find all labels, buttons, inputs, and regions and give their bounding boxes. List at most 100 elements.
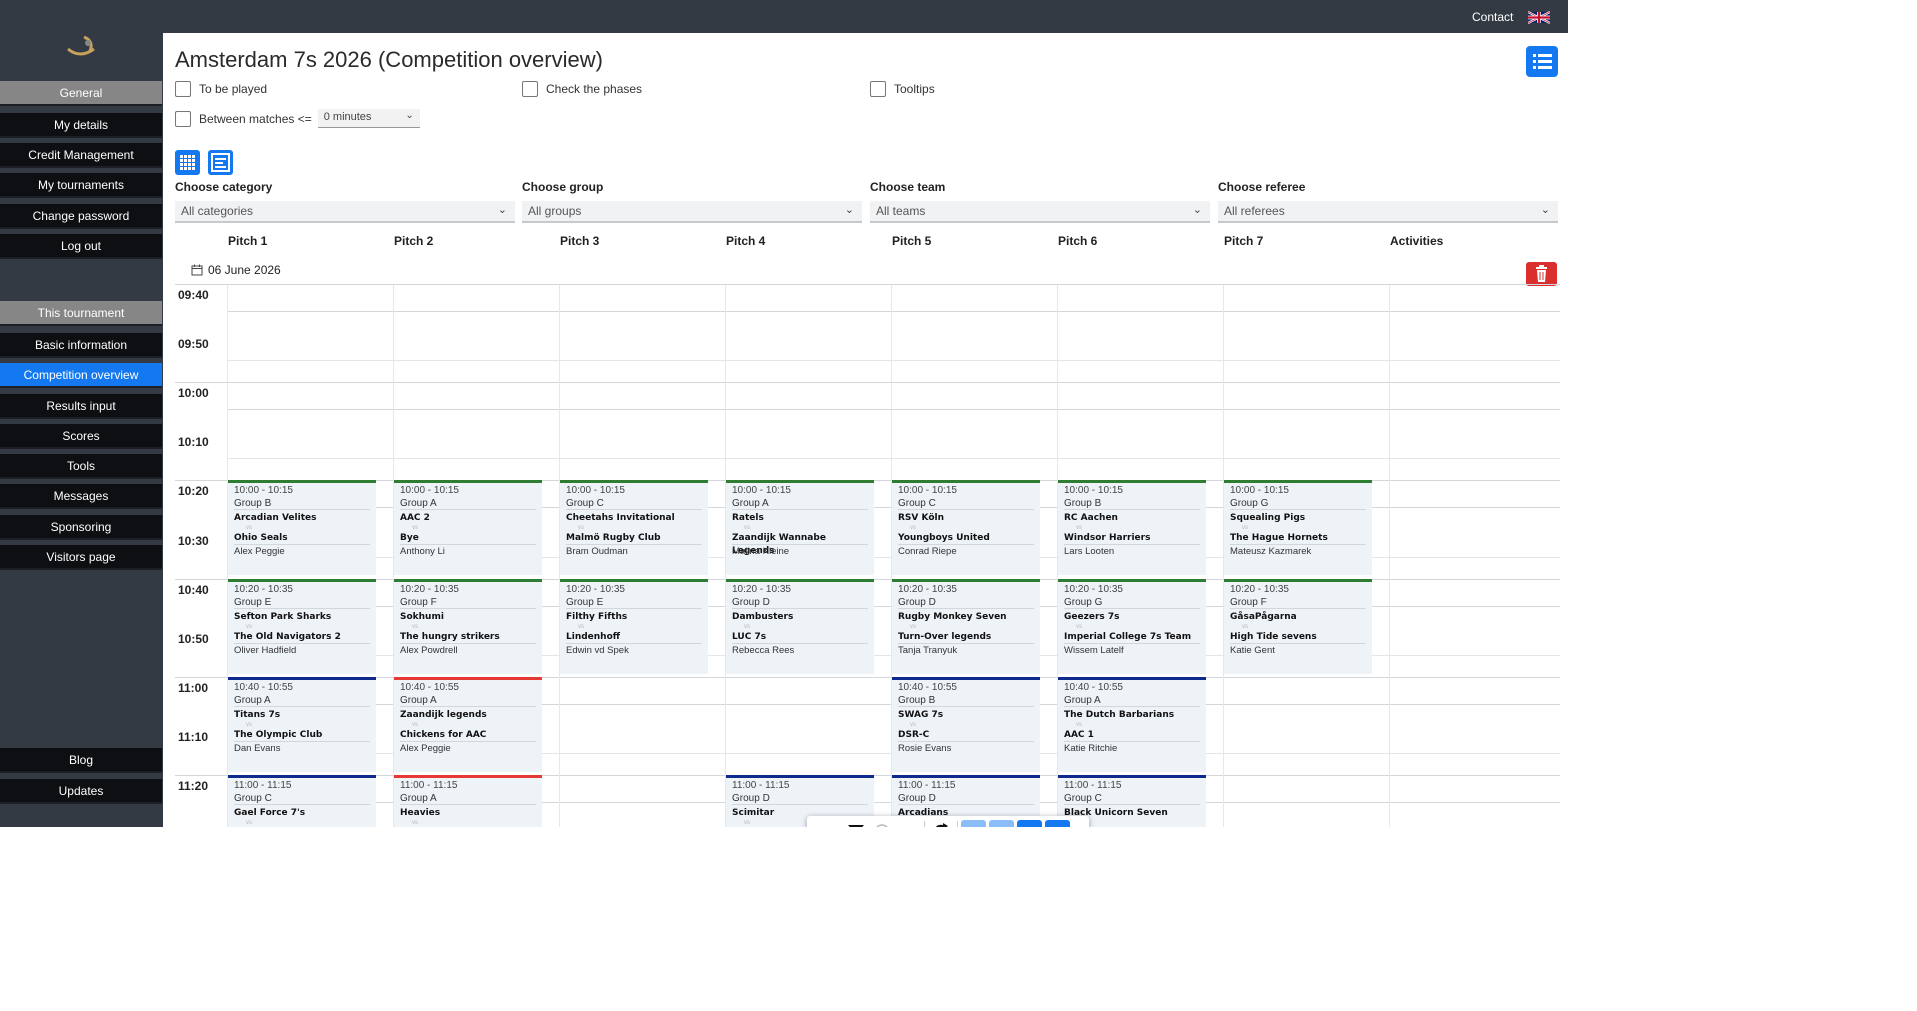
grid-column-line	[1057, 285, 1058, 827]
match-team-home: Cheetahs Invitational	[566, 513, 675, 524]
match-card[interactable]: 10:00 - 10:15 Group C Cheetahs Invitationa…	[560, 480, 708, 576]
match-referee: Bram Oudman	[566, 546, 628, 558]
match-card[interactable]: 10:20 - 10:35 Group D Rugby Monkey Seven vs…	[892, 578, 1040, 674]
uk-flag-icon[interactable]	[1528, 11, 1550, 24]
versus-label: vs	[1242, 623, 1248, 630]
match-card[interactable]: 10:40 - 10:55 Group A Titans 7s vs The Olymp…	[228, 676, 376, 772]
chevron-down-icon: ⌄	[405, 110, 414, 121]
match-card[interactable]: 10:40 - 10:55 Group A Zaandijk legends vs Ch…	[394, 676, 542, 772]
sidebar-item-visitors-page[interactable]: Visitors page	[0, 545, 162, 570]
match-card[interactable]: 10:00 - 10:15 Group C RSV Köln vs Youngboys …	[892, 480, 1040, 576]
match-card[interactable]: 10:00 - 10:15 Group A Ratels vs Zaandijk Wan…	[726, 480, 874, 576]
sidebar-item-credit-management[interactable]: Credit Management	[0, 143, 162, 168]
sidebar-item-basic-information[interactable]: Basic information	[0, 333, 162, 358]
timeline-view-button[interactable]	[208, 150, 233, 175]
match-time: 11:00 - 11:15	[234, 780, 292, 791]
delete-button[interactable]	[1526, 262, 1557, 286]
sidebar-item-blog[interactable]: Blog	[0, 748, 162, 773]
first-page-icon[interactable]	[961, 820, 986, 827]
match-card[interactable]: 10:40 - 10:55 Group B SWAG 7s vs DSR-C Rosie …	[892, 676, 1040, 772]
clock-icon[interactable]	[869, 820, 895, 827]
grid-line	[175, 676, 1560, 678]
contact-link[interactable]: Contact	[1472, 10, 1514, 24]
match-team-home: Zaandijk legends	[400, 709, 487, 720]
list-icon	[1533, 54, 1552, 69]
arrow-down-icon[interactable]	[895, 820, 921, 827]
check-phases-checkbox[interactable]	[522, 81, 538, 97]
next-icon[interactable]	[1017, 820, 1042, 827]
list-view-button[interactable]	[1526, 46, 1558, 77]
sidebar-item-updates[interactable]: Updates	[0, 779, 162, 804]
time-label: 11:10	[178, 729, 209, 744]
toolbar-divider	[957, 821, 958, 827]
match-group: Group A	[234, 694, 370, 707]
tooltips-checkbox[interactable]	[870, 81, 886, 97]
versus-label: vs	[744, 820, 750, 826]
match-card[interactable]: 10:20 - 10:35 Group E Sefton Park Sharks vs…	[228, 578, 376, 674]
match-team-home: Squealing Pigs	[1230, 513, 1306, 524]
filter-label: Choose category	[175, 180, 273, 194]
refresh-icon[interactable]	[928, 820, 954, 827]
sidebar-item-messages[interactable]: Messages	[0, 484, 162, 509]
match-team-home: Black Unicorn Seven	[1064, 808, 1168, 818]
between-minutes-value: 0 minutes	[323, 111, 372, 123]
match-time: 10:00 - 10:15	[400, 485, 459, 497]
match-card[interactable]: 10:20 - 10:35 Group F GåsaPågarna vs High Ti…	[1224, 578, 1372, 674]
previous-icon[interactable]	[989, 820, 1014, 827]
match-team-home: GåsaPågarna	[1230, 611, 1297, 622]
match-group: Group D	[898, 596, 1034, 609]
sidebar-item-my-details[interactable]: My details	[0, 113, 162, 138]
match-card[interactable]: 10:00 - 10:15 Group A AAC 2 vs Bye Anthony Li	[394, 480, 542, 576]
match-group: Group E	[234, 596, 370, 609]
match-group: Group C	[898, 497, 1034, 511]
filter-select[interactable]: All referees ⌄	[1218, 201, 1558, 223]
match-card[interactable]: 10:20 - 10:35 Group E Filthy Fifths vs Linde…	[560, 578, 708, 674]
to-be-played-checkbox[interactable]	[175, 81, 191, 97]
match-time: 10:40 - 10:55	[898, 681, 957, 693]
time-label: 11:00	[178, 680, 209, 695]
match-card[interactable]: 10:00 - 10:15 Group B RC Aachen vs Windsor H…	[1058, 480, 1206, 576]
sidebar-item-change-password[interactable]: Change password	[0, 204, 162, 229]
match-team-home: SWAG 7s	[898, 709, 944, 720]
arrow-up-icon[interactable]	[817, 820, 843, 827]
sidebar-header-general[interactable]: General	[0, 81, 162, 106]
filter-select[interactable]: All groups ⌄	[522, 201, 862, 223]
filter-label: Choose group	[522, 180, 604, 194]
sidebar-item-log-out[interactable]: Log out	[0, 234, 162, 259]
match-card[interactable]: 10:20 - 10:35 Group G Geezers 7s vs Imperial…	[1058, 578, 1206, 674]
sidebar-item-competition-overview[interactable]: Competition overview	[0, 363, 162, 388]
sidebar-item-my-tournaments[interactable]: My tournaments	[0, 173, 162, 198]
match-group: Group G	[1064, 596, 1200, 609]
filter-select[interactable]: All categories ⌄	[175, 201, 515, 223]
match-card[interactable]: 10:00 - 10:15 Group B Arcadian Velites vs Oh…	[228, 480, 376, 576]
sidebar-header-tournament[interactable]: This tournament	[0, 301, 162, 326]
pitch-header: Pitch 5	[892, 234, 932, 248]
grid-column-line	[559, 285, 560, 827]
last-page-icon[interactable]	[1045, 820, 1070, 827]
match-time: 10:40 - 10:55	[400, 681, 459, 693]
sidebar-item-scores[interactable]: Scores	[0, 424, 162, 449]
match-card[interactable]: 10:20 - 10:35 Group D Dambusters vs LUC 7s Re…	[726, 578, 874, 674]
sidebar-item-sponsoring[interactable]: Sponsoring	[0, 515, 162, 540]
match-time: 10:20 - 10:35	[566, 583, 625, 595]
sidebar-item-tools[interactable]: Tools	[0, 454, 162, 479]
filter-icon[interactable]	[843, 820, 869, 827]
grid-view-button[interactable]	[175, 150, 200, 175]
match-time: 10:40 - 10:55	[1064, 681, 1123, 693]
sidebar-item-results-input[interactable]: Results input	[0, 394, 162, 419]
match-referee: Rebecca Rees	[732, 644, 795, 656]
between-matches-checkbox[interactable]	[175, 110, 191, 127]
match-card[interactable]: 10:20 - 10:35 Group F Sokhumi vs The hungry …	[394, 578, 542, 674]
filter-select[interactable]: All teams ⌄	[870, 201, 1210, 223]
between-minutes-select[interactable]: 0 minutes ⌄	[317, 109, 420, 128]
match-card[interactable]: 10:40 - 10:55 Group A The Dutch Barbarians…	[1058, 676, 1206, 772]
match-team-home: The Dutch Barbarians	[1064, 709, 1175, 720]
match-team-home: Arcadians	[898, 808, 949, 818]
versus-label: vs	[246, 525, 252, 532]
match-card[interactable]: 10:00 - 10:15 Group G Squealing Pigs vs The …	[1224, 480, 1372, 576]
timeline-icon	[211, 153, 230, 172]
logo-icon[interactable]	[60, 33, 102, 61]
